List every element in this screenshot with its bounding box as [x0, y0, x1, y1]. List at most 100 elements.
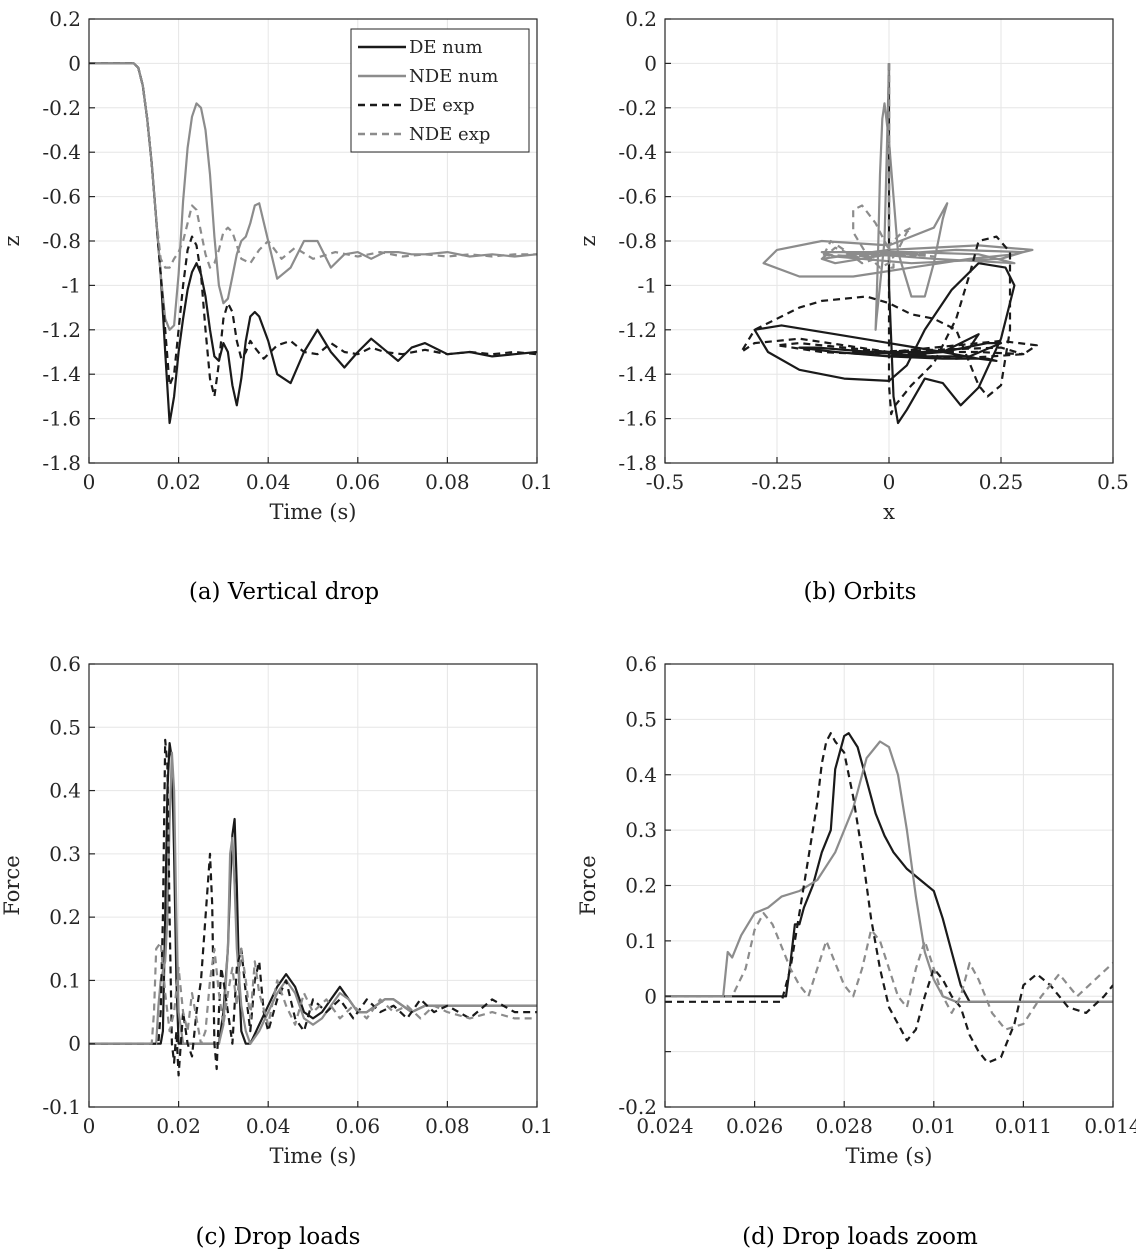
y-tick-label: -0.8	[618, 229, 657, 253]
x-tick-label: 0.01	[912, 1114, 957, 1138]
y-tick-label: -0.4	[42, 140, 81, 164]
y-tick-label: -0.2	[618, 1095, 657, 1119]
chart-panel-b: -0.5 -0.25 0 0.25 0.5 -1.8 -1.6 -1.4 -1.2 -1 -0.8 -…	[576, 7, 1129, 605]
x-tick-label: 0.02	[156, 470, 201, 494]
x-tick-label: 0.014	[1084, 1114, 1136, 1138]
x-axis-label: Time (s)	[846, 1144, 933, 1168]
y-axis-label: Force	[0, 855, 24, 915]
series-line-4	[89, 941, 537, 1045]
y-tick-label: -1.4	[618, 362, 657, 386]
y-tick-label: 0.6	[625, 652, 657, 676]
y-tick-label: 0.3	[625, 818, 657, 842]
y-tick-label: -1	[62, 273, 81, 297]
y-tick-label: 0.2	[49, 905, 81, 929]
legend-label: NDE num	[409, 66, 498, 87]
y-tick-label: 0.2	[49, 7, 81, 31]
chart-panel-a: 0 0.02 0.04 0.06 0.08 0.1 -1.8 -1.6 -1.4 -1.2 -1 -0…	[0, 7, 553, 605]
series-line-nde-exp	[89, 62, 537, 269]
series-line-1	[665, 732, 1113, 1003]
x-tick-label: 0.04	[246, 470, 291, 494]
x-tick-label: 0.25	[979, 470, 1024, 494]
x-axis-label: Time (s)	[270, 1144, 357, 1168]
series-group	[89, 738, 537, 1077]
y-tick-label: -0.6	[618, 185, 657, 209]
y-tick-label: 0.5	[625, 707, 657, 731]
series-line-2	[762, 63, 1034, 331]
x-tick-label: 0.026	[726, 1114, 783, 1138]
x-tick-label: 0.011	[995, 1114, 1052, 1138]
y-tick-label: -0.2	[42, 96, 81, 120]
y-tick-label: 0.6	[49, 652, 81, 676]
series-line-de-exp	[89, 62, 537, 398]
x-tick-label: 0.04	[246, 1114, 291, 1138]
y-tick-label: -1.2	[42, 318, 81, 342]
series-line-4	[820, 63, 935, 269]
y-tick-label: -1.4	[42, 362, 81, 386]
y-tick-label: 0.3	[49, 842, 81, 866]
x-axis-label: Time (s)	[270, 500, 357, 524]
x-tick-label: 0.028	[816, 1114, 873, 1138]
x-tick-label: 0.06	[336, 1114, 381, 1138]
chart-panel-d: 0.024 0.026 0.028 0.01 0.011 0.014 -0.2 0 0.1 0.2…	[576, 652, 1136, 1250]
x-tick-label: 0	[883, 470, 896, 494]
series-line-3	[89, 738, 537, 1077]
x-tick-label: -0.25	[751, 470, 802, 494]
series-line-2	[89, 751, 537, 1045]
y-tick-label: -1.2	[618, 318, 657, 342]
y-tick-label: 0.1	[49, 968, 81, 992]
x-tick-label: 0.06	[336, 470, 381, 494]
y-tick-label: -1.6	[618, 407, 657, 431]
y-tick-label: -1.8	[618, 451, 657, 475]
x-tick-label: 0.1	[521, 470, 553, 494]
y-tick-label: -0.6	[42, 185, 81, 209]
y-tick-label: -1	[638, 273, 657, 297]
y-tick-label: 0	[68, 1032, 81, 1056]
legend: DE num NDE num DE exp NDE exp	[350, 28, 530, 153]
x-tick-label: -0.5	[646, 470, 685, 494]
panel-caption: (a) Vertical drop	[189, 579, 379, 605]
legend-label: NDE exp	[409, 124, 490, 145]
plot-area	[89, 664, 537, 1107]
series-line-nde-num	[89, 62, 537, 331]
y-tick-label: -0.4	[618, 140, 657, 164]
x-axis-label: x	[883, 500, 895, 524]
series-group	[740, 63, 1038, 425]
x-tick-label: 0.08	[425, 1114, 470, 1138]
x-tick-label: 0.5	[1097, 470, 1129, 494]
series-line-3	[665, 732, 1113, 1064]
y-tick-label: -1.6	[42, 407, 81, 431]
legend-label: DE exp	[409, 95, 475, 116]
y-axis-label: z	[0, 235, 24, 246]
y-tick-label: -1.8	[42, 451, 81, 475]
panel-caption: (d) Drop loads zoom	[742, 1224, 978, 1250]
chart-panel-c: 0 0.02 0.04 0.06 0.08 0.1-0.100.10.20.30.40.5…	[0, 652, 553, 1250]
y-tick-label: 0	[644, 51, 657, 75]
x-tick-label: 0.02	[156, 1114, 201, 1138]
panel-caption: (c) Drop loads	[196, 1224, 361, 1250]
y-tick-label: 0.4	[49, 779, 81, 803]
y-tick-label: 0.5	[49, 715, 81, 739]
y-tick-label: 0.1	[625, 929, 657, 953]
y-tick-label: -0.1	[42, 1095, 81, 1119]
legend-box	[350, 28, 530, 153]
x-tick-label: 0.1	[521, 1114, 553, 1138]
x-tick-label: 0.08	[425, 470, 470, 494]
y-tick-label: 0	[644, 984, 657, 1008]
series-group	[665, 732, 1113, 1064]
y-tick-label: -0.2	[618, 96, 657, 120]
series-line-4	[665, 912, 1113, 1031]
y-tick-label: 0.2	[625, 874, 657, 898]
y-axis-label: Force	[576, 855, 600, 915]
x-tick-label: 0	[83, 470, 96, 494]
legend-label: DE num	[409, 37, 483, 58]
x-tick-label: 0.024	[636, 1114, 693, 1138]
y-tick-label: 0.2	[625, 7, 657, 31]
y-axis-label: z	[576, 235, 600, 246]
series-group	[89, 62, 537, 425]
panel-caption: (b) Orbits	[804, 579, 917, 605]
series-line-3	[740, 63, 1038, 416]
x-tick-label: 0	[83, 1114, 96, 1138]
y-tick-label: -0.8	[42, 229, 81, 253]
axes-box	[88, 663, 538, 1108]
